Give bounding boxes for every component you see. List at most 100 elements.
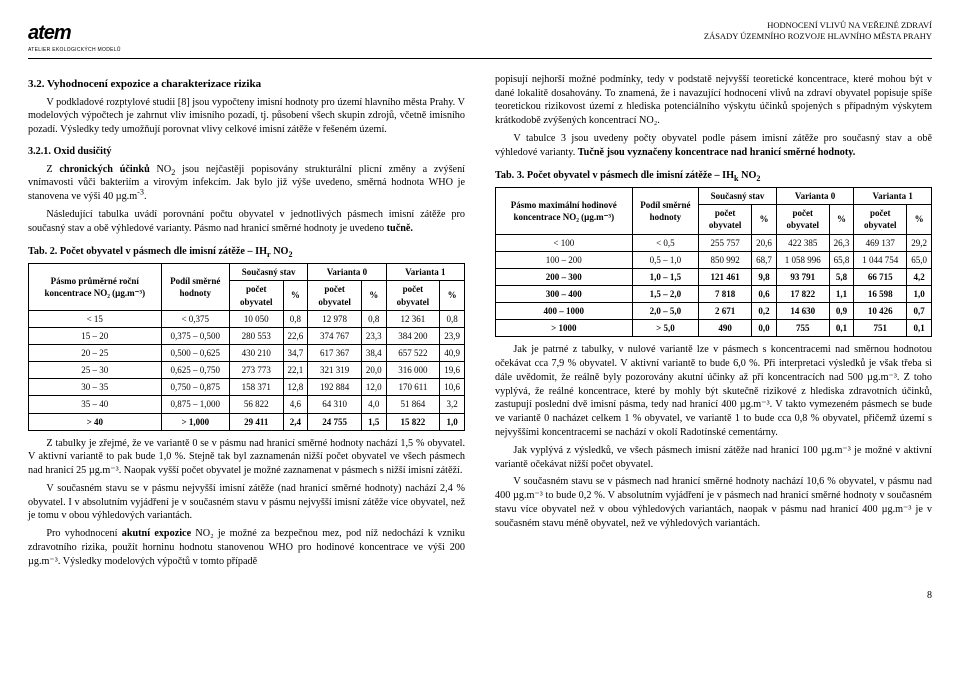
table-cell: 170 611 (386, 379, 440, 396)
table-cell: 422 385 (776, 234, 829, 251)
table-row: > 1000> 5,04900,07550,17510,1 (496, 320, 932, 337)
th-pct: % (440, 281, 465, 310)
table-cell: 56 822 (229, 396, 283, 413)
table-3: Pásmo maximální hodinové koncentrace NO₂… (495, 187, 932, 337)
table-cell: 51 864 (386, 396, 440, 413)
table-cell: 10 426 (854, 303, 907, 320)
table-cell: 0,9 (829, 303, 854, 320)
header-line-2: ZÁSADY ÚZEMNÍHO ROZVOJE HLAVNÍHO MĚSTA P… (704, 31, 932, 42)
table-row: 25 – 300,625 – 0,750273 77322,1321 31920… (29, 362, 465, 379)
table-cell: 400 – 1000 (496, 303, 633, 320)
table-cell: 35 – 40 (29, 396, 162, 413)
th-count: počet obyvatel (386, 281, 440, 310)
table-cell: 65,8 (829, 251, 854, 268)
table-cell: 24 755 (308, 413, 362, 430)
th-pct: % (907, 205, 932, 234)
table-cell: 751 (854, 320, 907, 337)
table-cell: 0,750 – 0,875 (161, 379, 229, 396)
table-row: 30 – 350,750 – 0,875158 37112,8192 88412… (29, 379, 465, 396)
para-l3: Následující tabulka uvádí porovnání počt… (28, 208, 465, 236)
para-r4: Jak vyplývá z výsledků, ve všech pásmech… (495, 444, 932, 472)
bold-text: chronických účinků (59, 164, 149, 175)
th-current: Současný stav (699, 188, 777, 205)
table-row: 15 – 200,375 – 0,500280 55322,6374 76723… (29, 327, 465, 344)
table-cell: 10,6 (440, 379, 465, 396)
table-cell: 26,3 (829, 234, 854, 251)
header-left: atem ATELIER EKOLOGICKÝCH MODELŮ (28, 20, 121, 54)
th-var0: Varianta 0 (776, 188, 854, 205)
text: . (144, 191, 147, 202)
table-cell: 200 – 300 (496, 268, 633, 285)
content-columns: 3.2. Vyhodnocení expozice a charakteriza… (28, 69, 932, 573)
table-cell: 17 822 (776, 285, 829, 302)
table-cell: 280 553 (229, 327, 283, 344)
table-cell: 755 (776, 320, 829, 337)
table-row: 100 – 2000,5 – 1,0850 99268,71 058 99665… (496, 251, 932, 268)
table-cell: 0,500 – 0,625 (161, 344, 229, 361)
table-cell: 490 (699, 320, 752, 337)
table-cell: 20,0 (361, 362, 386, 379)
table-cell: 29,2 (907, 234, 932, 251)
table-cell: 0,8 (440, 310, 465, 327)
header-right: HODNOCENÍ VLIVŮ NA VEŘEJNÉ ZDRAVÍ ZÁSADY… (704, 20, 932, 41)
table-cell: 20 – 25 (29, 344, 162, 361)
th-current: Současný stav (229, 264, 307, 281)
table-cell: 15 822 (386, 413, 440, 430)
table-2: Pásmo průměrné roční koncentrace NO₂ (µg… (28, 263, 465, 430)
table-row: > 40> 1,00029 4112,424 7551,515 8221,0 (29, 413, 465, 430)
logo-text: atem (28, 20, 121, 47)
table-row: < 100< 0,5255 75720,6422 38526,3469 1372… (496, 234, 932, 251)
th-ratio: Podíl směrné hodnoty (161, 264, 229, 310)
table-cell: 0,7 (907, 303, 932, 320)
table-cell: 12 361 (386, 310, 440, 327)
table-cell: > 40 (29, 413, 162, 430)
table-cell: 0,2 (752, 303, 777, 320)
logo-block: atem ATELIER EKOLOGICKÝCH MODELŮ (28, 20, 121, 54)
table-cell: 29 411 (229, 413, 283, 430)
table-cell: 321 319 (308, 362, 362, 379)
table-cell: 93 791 (776, 268, 829, 285)
table3-caption: Tab. 3. Počet obyvatel v pásmech dle imi… (495, 169, 932, 183)
table-cell: 7 818 (699, 285, 752, 302)
para-r1: popisují nejhorší možné podmínky, tedy v… (495, 73, 932, 128)
table-cell: 12,8 (283, 379, 308, 396)
th-count: počet obyvatel (229, 281, 283, 310)
table-cell: 0,6 (752, 285, 777, 302)
table-cell: 0,0 (752, 320, 777, 337)
table-cell: 121 461 (699, 268, 752, 285)
th-count: počet obyvatel (854, 205, 907, 234)
th-pct: % (829, 205, 854, 234)
th-pct: % (283, 281, 308, 310)
table-cell: > 5,0 (632, 320, 699, 337)
table-cell: 1,0 (440, 413, 465, 430)
table-cell: 0,375 – 0,500 (161, 327, 229, 344)
th-count: počet obyvatel (308, 281, 362, 310)
table-cell: 25 – 30 (29, 362, 162, 379)
th-var1: Varianta 1 (386, 264, 464, 281)
table-cell: 100 – 200 (496, 251, 633, 268)
table-cell: 3,2 (440, 396, 465, 413)
table-cell: 4,6 (283, 396, 308, 413)
table-cell: 0,625 – 0,750 (161, 362, 229, 379)
table-cell: 12,0 (361, 379, 386, 396)
table-cell: < 15 (29, 310, 162, 327)
table-cell: 617 367 (308, 344, 362, 361)
table-cell: 374 767 (308, 327, 362, 344)
table-cell: < 0,5 (632, 234, 699, 251)
table-cell: > 1000 (496, 320, 633, 337)
th-pct: % (752, 205, 777, 234)
th-pct: % (361, 281, 386, 310)
table-cell: 850 992 (699, 251, 752, 268)
logo-subtitle: ATELIER EKOLOGICKÝCH MODELŮ (28, 47, 121, 54)
table-cell: 68,7 (752, 251, 777, 268)
section-title: 3.2. Vyhodnocení expozice a charakteriza… (28, 77, 465, 92)
para-l4: Z tabulky je zřejmé, že ve variantě 0 se… (28, 437, 465, 478)
table-cell: < 100 (496, 234, 633, 251)
th-var0: Varianta 0 (308, 264, 386, 281)
table-cell: < 0,375 (161, 310, 229, 327)
table-cell: 66 715 (854, 268, 907, 285)
table-cell: 34,7 (283, 344, 308, 361)
table-row: 300 – 4001,5 – 2,07 8180,617 8221,116 59… (496, 285, 932, 302)
table-cell: 316 000 (386, 362, 440, 379)
table-cell: 23,3 (361, 327, 386, 344)
